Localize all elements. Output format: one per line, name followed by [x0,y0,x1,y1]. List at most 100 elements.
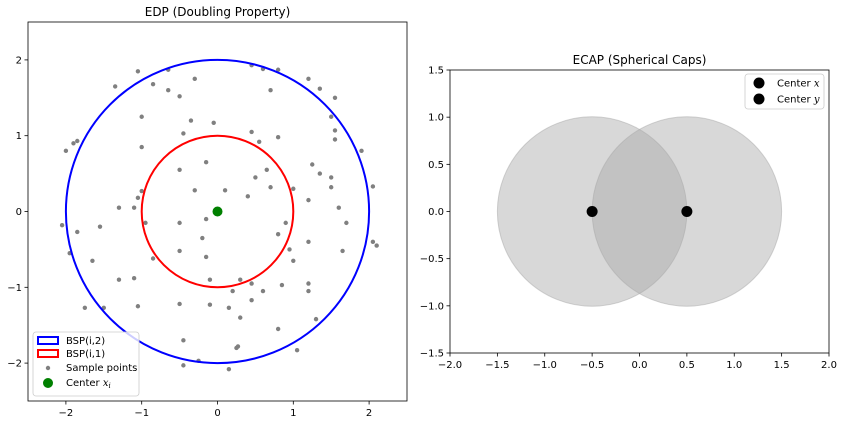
sample-point [370,184,376,189]
legend-swatch-sample [45,365,51,371]
sample-point [291,258,296,263]
sample-point [359,148,364,154]
legend-label-var: y [813,95,820,106]
y-tick-label: 2 [16,55,22,66]
sample-point [226,366,232,372]
sample-point [97,224,103,229]
y-tick-label: −0.5 [420,254,444,265]
sample-point [188,118,194,123]
sample-point [306,197,311,203]
sample-point [317,171,323,176]
sample-point [181,363,186,368]
legend-swatch-center-x [753,77,765,89]
x-tick-label: 0.0 [632,360,648,371]
sample-point [207,277,213,282]
legend-label-sample: Sample points [66,363,137,374]
legend-label-word: Center [777,95,814,106]
legend-swatch-bsp2 [37,336,59,345]
sample-point [306,281,311,286]
sample-point [336,205,341,210]
sample-point [177,248,182,254]
y-tick-label: −1.0 [420,301,444,312]
x-tick-label: 2 [366,408,372,419]
sample-point [226,305,232,310]
sample-point [245,194,251,199]
sample-point [181,131,186,136]
sample-point [370,239,376,245]
sample-point [249,129,254,135]
sample-point [135,69,141,74]
sample-point [63,148,69,154]
sample-point [135,304,141,309]
bsp-radius-2-circle [64,58,371,365]
sample-point [71,141,76,146]
center-x-point [586,206,598,217]
legend-label-center-x: Center x [777,79,820,90]
sample-point [275,232,281,237]
sample-point [203,254,209,260]
sample-point [112,84,118,89]
x-tick-label: −1.5 [485,360,509,371]
legend-label-center-y: Center y [777,95,820,106]
sample-point [332,95,338,101]
sample-point [256,139,262,144]
x-tick-label: 0.5 [679,360,695,371]
y-tick-label: 0.0 [428,207,444,218]
legend-label-center-var: x [103,378,109,389]
x-tick-label: −0.5 [580,360,604,371]
sample-point [329,175,334,180]
sample-point [344,220,349,226]
legend-label-var: x [814,79,820,90]
sample-point [230,288,235,294]
y-tick-label: 1.5 [428,66,444,77]
sample-point [177,94,182,99]
sample-point [313,316,319,322]
sample-point [139,144,144,150]
sample-point [275,67,281,72]
sample-point [306,239,311,245]
sample-point [192,188,197,193]
sample-point [329,114,334,119]
sample-point [275,326,281,332]
sample-point [82,305,88,310]
sample-point [150,256,156,261]
sample-point [207,302,213,307]
center-point [212,206,223,217]
sample-point [310,162,315,167]
sample-point [59,222,65,228]
sample-point [253,175,258,180]
sample-point [143,220,148,226]
y-tick-label: 1.0 [428,113,444,124]
sample-point [374,243,379,248]
sample-point [177,301,182,307]
sample-point [238,315,243,320]
sample-point [181,338,186,343]
sample-point [279,282,285,288]
center-y-point [681,206,693,217]
sample-point [203,160,209,165]
x-tick-label: 1.5 [774,360,790,371]
x-tick-label: 2.0 [821,360,837,371]
legend-label-word: Center [777,79,814,90]
sample-point [90,258,95,263]
y-tick-label: 1 [16,131,22,142]
chart-title: ECAP (Spherical Caps) [573,53,707,67]
x-tick-label: −2 [59,408,74,419]
x-tick-label: 0 [214,408,220,419]
legend-label-center-sub: i [108,382,110,390]
x-tick-label: −1.0 [533,360,557,371]
x-tick-label: −1 [134,408,149,419]
sample-point [222,188,228,193]
sample-point [192,76,197,82]
x-tick-label: 1.0 [726,360,742,371]
sample-point [131,205,137,210]
sample-point [287,247,292,252]
x-tick-label: −2.0 [438,360,462,371]
sample-point [200,235,205,241]
sample-point [306,76,311,82]
legend-box [32,331,140,397]
sample-point [268,88,273,93]
sample-point [203,216,209,222]
legend-swatch-center [43,378,53,388]
legend-swatch-bsp1 [37,349,59,358]
